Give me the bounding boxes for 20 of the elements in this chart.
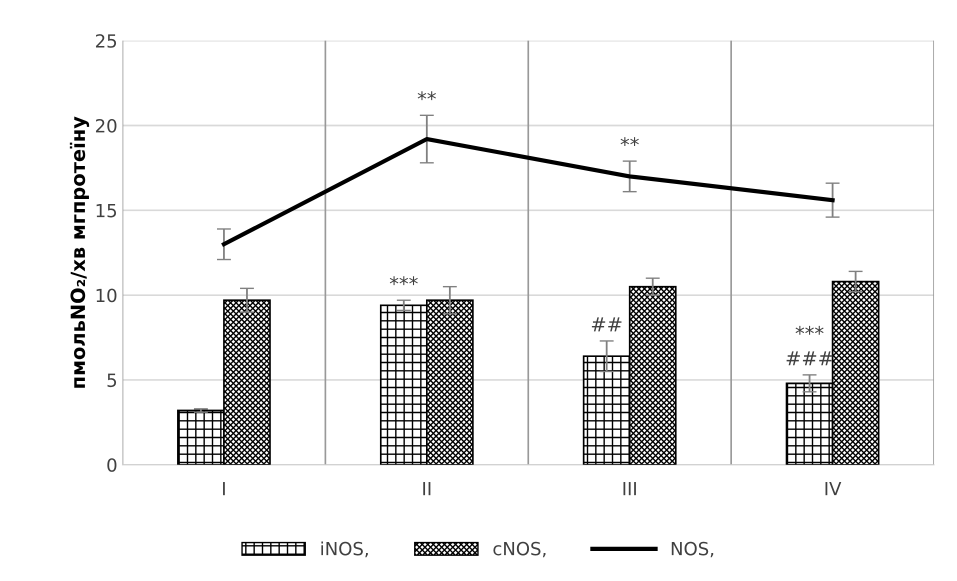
- legend-label: iNOS,: [321, 541, 368, 558]
- x-tick-label: II: [423, 482, 430, 496]
- y-tick-label: 10: [96, 288, 116, 302]
- y-tick-label: 5: [108, 374, 116, 388]
- legend-label: cNOS,: [493, 542, 546, 558]
- annotation: ##: [592, 317, 622, 332]
- line-series: [222, 136, 835, 246]
- annotation: **: [418, 91, 436, 100]
- y-tick-label: 0: [107, 458, 116, 472]
- x-tick-label: IV: [826, 482, 842, 496]
- x-tick-label: III: [623, 482, 636, 496]
- annotation: **: [620, 137, 639, 146]
- annotation: ***: [796, 326, 824, 335]
- y-tick-label: 20: [96, 118, 116, 133]
- y-tick-label: 15: [96, 204, 116, 218]
- y-tick-label: 25: [96, 34, 116, 48]
- y-axis-title: пмольNO₂/хв мгпротеїну: [70, 116, 90, 388]
- x-tick-label: I: [223, 482, 225, 496]
- annotation: ***: [390, 276, 418, 286]
- legend-label: NOS,: [672, 542, 714, 558]
